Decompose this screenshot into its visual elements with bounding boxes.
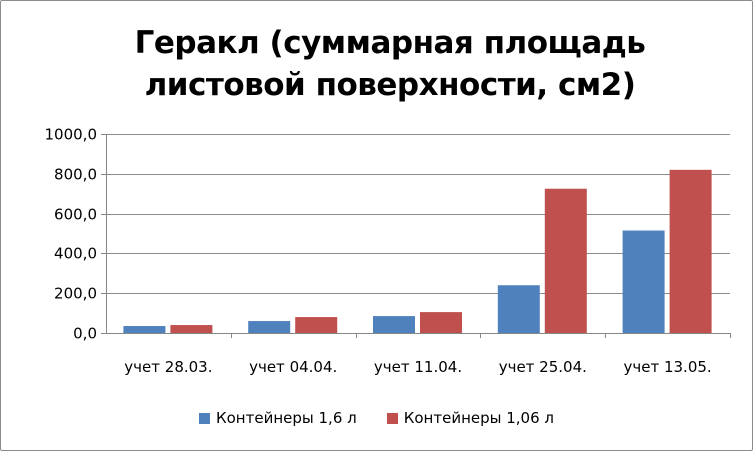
legend-swatch-series-1 xyxy=(198,412,210,424)
bar-series-1 xyxy=(248,321,291,333)
chart-title-line-1: Геракл (суммарная площадь xyxy=(134,25,646,61)
legend-label-series-2: Контейнеры 1,06 л xyxy=(403,409,554,427)
y-tick-label: 400,0 xyxy=(54,245,97,263)
bar-series-2 xyxy=(295,317,338,333)
y-tick-label: 1000,0 xyxy=(45,126,98,144)
bar-series-1 xyxy=(373,316,415,333)
y-tick-label: 600,0 xyxy=(54,206,97,224)
chart-title-line-2: листовой поверхности, см2) xyxy=(144,67,636,103)
bar-series-2 xyxy=(170,325,213,333)
x-tick-label: учет 11.04. xyxy=(374,358,462,376)
bar-series-1 xyxy=(497,285,540,333)
bar-series-1 xyxy=(622,230,665,333)
x-tick-label: учет 25.04. xyxy=(499,358,587,376)
chart-title: Геракл (суммарная площадь листовой повер… xyxy=(80,22,700,106)
legend: Контейнеры 1,6 л Контейнеры 1,06 л xyxy=(0,409,753,427)
y-tick-label: 0,0 xyxy=(73,325,97,343)
x-tick-label: учет 04.04. xyxy=(249,358,337,376)
x-tick-label: учет 28.03. xyxy=(124,358,212,376)
bar-series-1 xyxy=(123,326,166,333)
bar-series-2 xyxy=(669,169,712,333)
y-tick-label: 800,0 xyxy=(54,166,97,184)
bar-series-2 xyxy=(420,312,462,333)
legend-label-series-1: Контейнеры 1,6 л xyxy=(215,409,357,427)
bar-series-2 xyxy=(544,188,587,333)
legend-item-series-2: Контейнеры 1,06 л xyxy=(386,409,554,427)
y-tick-label: 200,0 xyxy=(54,285,97,303)
x-tick-label: учет 13.05. xyxy=(624,358,712,376)
legend-swatch-series-2 xyxy=(386,412,398,424)
legend-item-series-1: Контейнеры 1,6 л xyxy=(198,409,357,427)
